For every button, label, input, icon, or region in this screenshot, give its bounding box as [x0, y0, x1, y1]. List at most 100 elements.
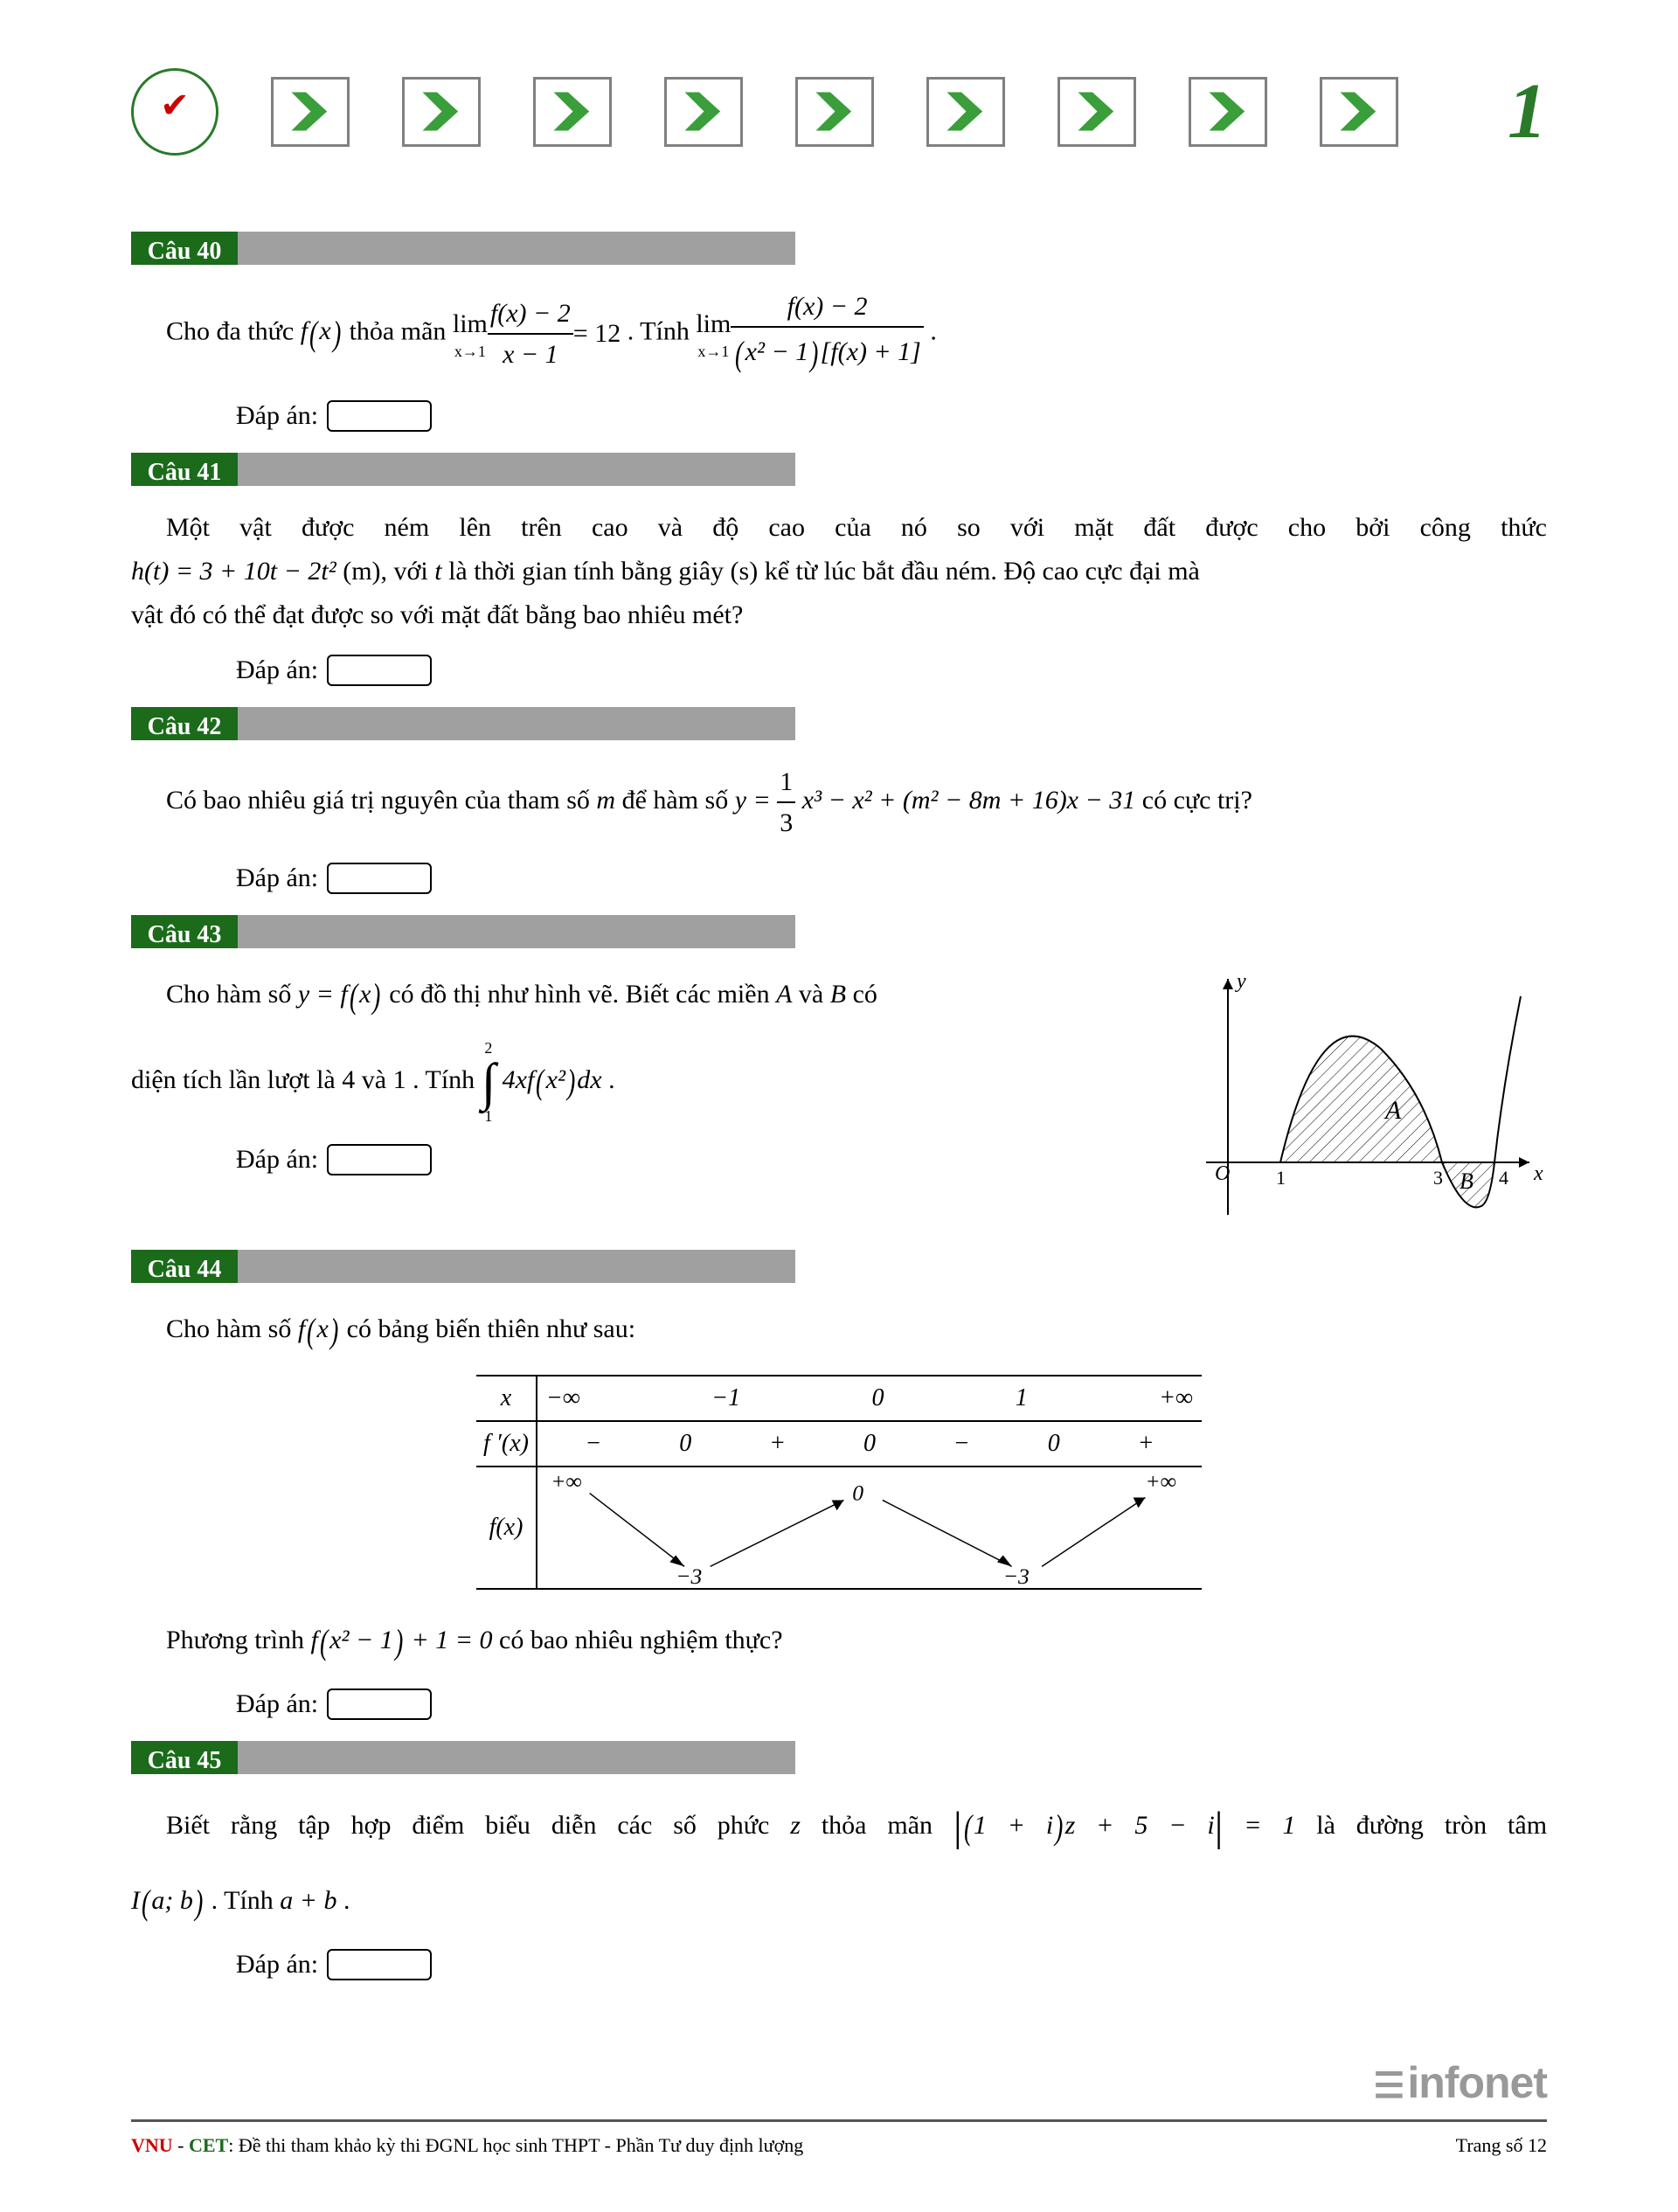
vnu-text: VNU	[131, 2134, 173, 2156]
int-lower: 1	[484, 1108, 492, 1124]
x-value: 0	[871, 1380, 884, 1417]
var-t: t	[434, 557, 441, 586]
svg-text:A: A	[1383, 1096, 1402, 1125]
question-41-line3: vật đó có thể đạt được so với mặt đất bằ…	[131, 595, 1547, 634]
text: . Tính	[413, 1065, 482, 1094]
chevron-icon	[533, 77, 612, 147]
text: thỏa mãn	[822, 1811, 953, 1840]
chevron-icon	[271, 77, 350, 147]
fprime-sign: 0	[679, 1425, 691, 1462]
question-label: Câu 41	[131, 453, 238, 486]
answer-input-41[interactable]	[327, 655, 432, 686]
q43-graph: O x y 1 3 4 A B	[1180, 970, 1547, 1232]
svg-text:O: O	[1215, 1162, 1230, 1185]
question-bar-41: Câu 41	[131, 453, 795, 486]
text: Cho hàm số	[166, 980, 298, 1009]
answer-input-42[interactable]	[327, 863, 432, 894]
question-42-body: Có bao nhiêu giá trị nguyên của tham số …	[131, 762, 1547, 843]
fprime-sign: +	[1138, 1425, 1154, 1462]
region-a: A	[776, 980, 792, 1009]
svg-text:y: y	[1235, 970, 1246, 993]
denominator: 3	[777, 803, 795, 843]
area2: 1	[393, 1065, 406, 1094]
question-bar-40: Câu 40	[131, 232, 795, 265]
text: . Tính	[211, 1886, 281, 1915]
fraction: f(x) − 2 x − 1	[488, 294, 573, 374]
svg-text:3: 3	[1433, 1167, 1443, 1189]
chevron-icon	[795, 77, 874, 147]
numerator: f(x) − 2	[488, 294, 573, 335]
integral: 2 ∫ 1	[482, 1040, 496, 1124]
text: thỏa mãn	[350, 316, 453, 345]
question-bar-44: Câu 44	[131, 1250, 795, 1283]
fraction: 1 3	[777, 762, 795, 843]
question-bar-43: Câu 43	[131, 915, 795, 948]
fx-top-right: +∞	[1145, 1469, 1176, 1494]
answer-label: Đáp án:	[236, 650, 318, 690]
svg-text:B: B	[1460, 1168, 1473, 1194]
chevron-icon	[402, 77, 481, 147]
answer-label: Đáp án:	[236, 1140, 318, 1179]
question-45-line2: I(a; b) . Tính a + b .	[131, 1876, 1547, 1929]
question-43-body: Cho hàm số y = f(x) có đồ thị như hình v…	[131, 970, 1547, 1232]
page-header: 1	[131, 52, 1547, 170]
question-label: Câu 42	[131, 707, 238, 740]
lim: lim	[696, 309, 731, 338]
fprime-label: f ′(x)	[476, 1422, 537, 1466]
formula-rest: x³ − x² + (m² − 8m + 16)x − 31	[802, 786, 1135, 815]
text: có đồ thị như hình vẽ. Biết các miền	[389, 980, 776, 1009]
question-bar-45: Câu 45	[131, 1741, 795, 1774]
text: Biết rằng tập hợp điểm biểu diễn các số …	[166, 1811, 790, 1840]
fprime-sign: 0	[1048, 1425, 1060, 1462]
fprime-sign: +	[769, 1425, 786, 1462]
a-plus-b: a + b	[280, 1886, 336, 1915]
param-m: m	[596, 786, 615, 815]
text: là thời gian tính bằng giây (s) kể từ lú…	[442, 557, 1200, 586]
chevron-icon	[1189, 77, 1267, 147]
lim: lim	[453, 309, 488, 338]
answer-row-43: Đáp án:	[131, 1140, 1154, 1179]
chevron-icon	[664, 77, 743, 147]
numerator: f(x) − 2	[731, 287, 924, 328]
text: Cho đa thức	[166, 316, 301, 345]
vnu-logo	[131, 68, 218, 156]
text-end: có cực trị?	[1142, 786, 1252, 815]
lim-sub: x→1	[696, 340, 731, 364]
unit: (m), với	[336, 557, 435, 586]
fprime-sign: −	[953, 1425, 970, 1462]
fraction: f(x) − 2 (x² − 1)[f(x) + 1]	[731, 287, 924, 380]
x-value: −1	[711, 1380, 740, 1417]
text: có bảng biến thiên như sau:	[347, 1314, 635, 1343]
text: Phương trình	[166, 1626, 310, 1654]
answer-label: Đáp án:	[236, 396, 318, 435]
answer-row-41: Đáp án:	[131, 650, 1547, 690]
q43-line1: Cho hàm số y = f(x) có đồ thị như hình v…	[131, 970, 1154, 1023]
answer-label: Đáp án:	[236, 858, 318, 898]
answer-label: Đáp án:	[236, 1684, 318, 1723]
answer-row-40: Đáp án:	[131, 396, 1547, 435]
text: diện tích lần lượt là	[131, 1065, 342, 1094]
answer-input-44[interactable]	[327, 1688, 432, 1720]
answer-input-40[interactable]	[327, 400, 432, 432]
fx-mid: 0	[852, 1480, 863, 1505]
fprime-sign: −	[585, 1425, 601, 1462]
x-value: +∞	[1159, 1380, 1193, 1417]
period: .	[608, 1065, 615, 1094]
x-value: 1	[1016, 1380, 1028, 1417]
page-number-large: 1	[1508, 52, 1547, 170]
y-eq: y =	[735, 786, 778, 815]
question-44-eq: Phương trình f(x² − 1) + 1 = 0 có bao nh…	[131, 1616, 1547, 1668]
question-40-body: Cho đa thức f(x) thỏa mãn lim x→1 f(x) −…	[131, 287, 1547, 380]
infonet-watermark: infonet	[1374, 2050, 1548, 2116]
answer-input-43[interactable]	[327, 1144, 432, 1175]
chevron-icon	[1057, 77, 1136, 147]
text: để hàm số	[622, 786, 735, 815]
text: Cho hàm số	[166, 1314, 298, 1343]
svg-text:4: 4	[1499, 1167, 1508, 1189]
region-b: B	[830, 980, 846, 1009]
answer-input-45[interactable]	[327, 1949, 432, 1980]
page-footer: VNU - CET: Đề thi tham khảo kỳ thi ĐGNL …	[131, 2119, 1547, 2160]
denominator: x − 1	[488, 335, 573, 374]
lim-sub: x→1	[453, 340, 488, 364]
variation-table: x −∞−101+∞ f ′(x) −0+0−0+ f(x) +∞ +∞ 0 −…	[476, 1375, 1202, 1590]
